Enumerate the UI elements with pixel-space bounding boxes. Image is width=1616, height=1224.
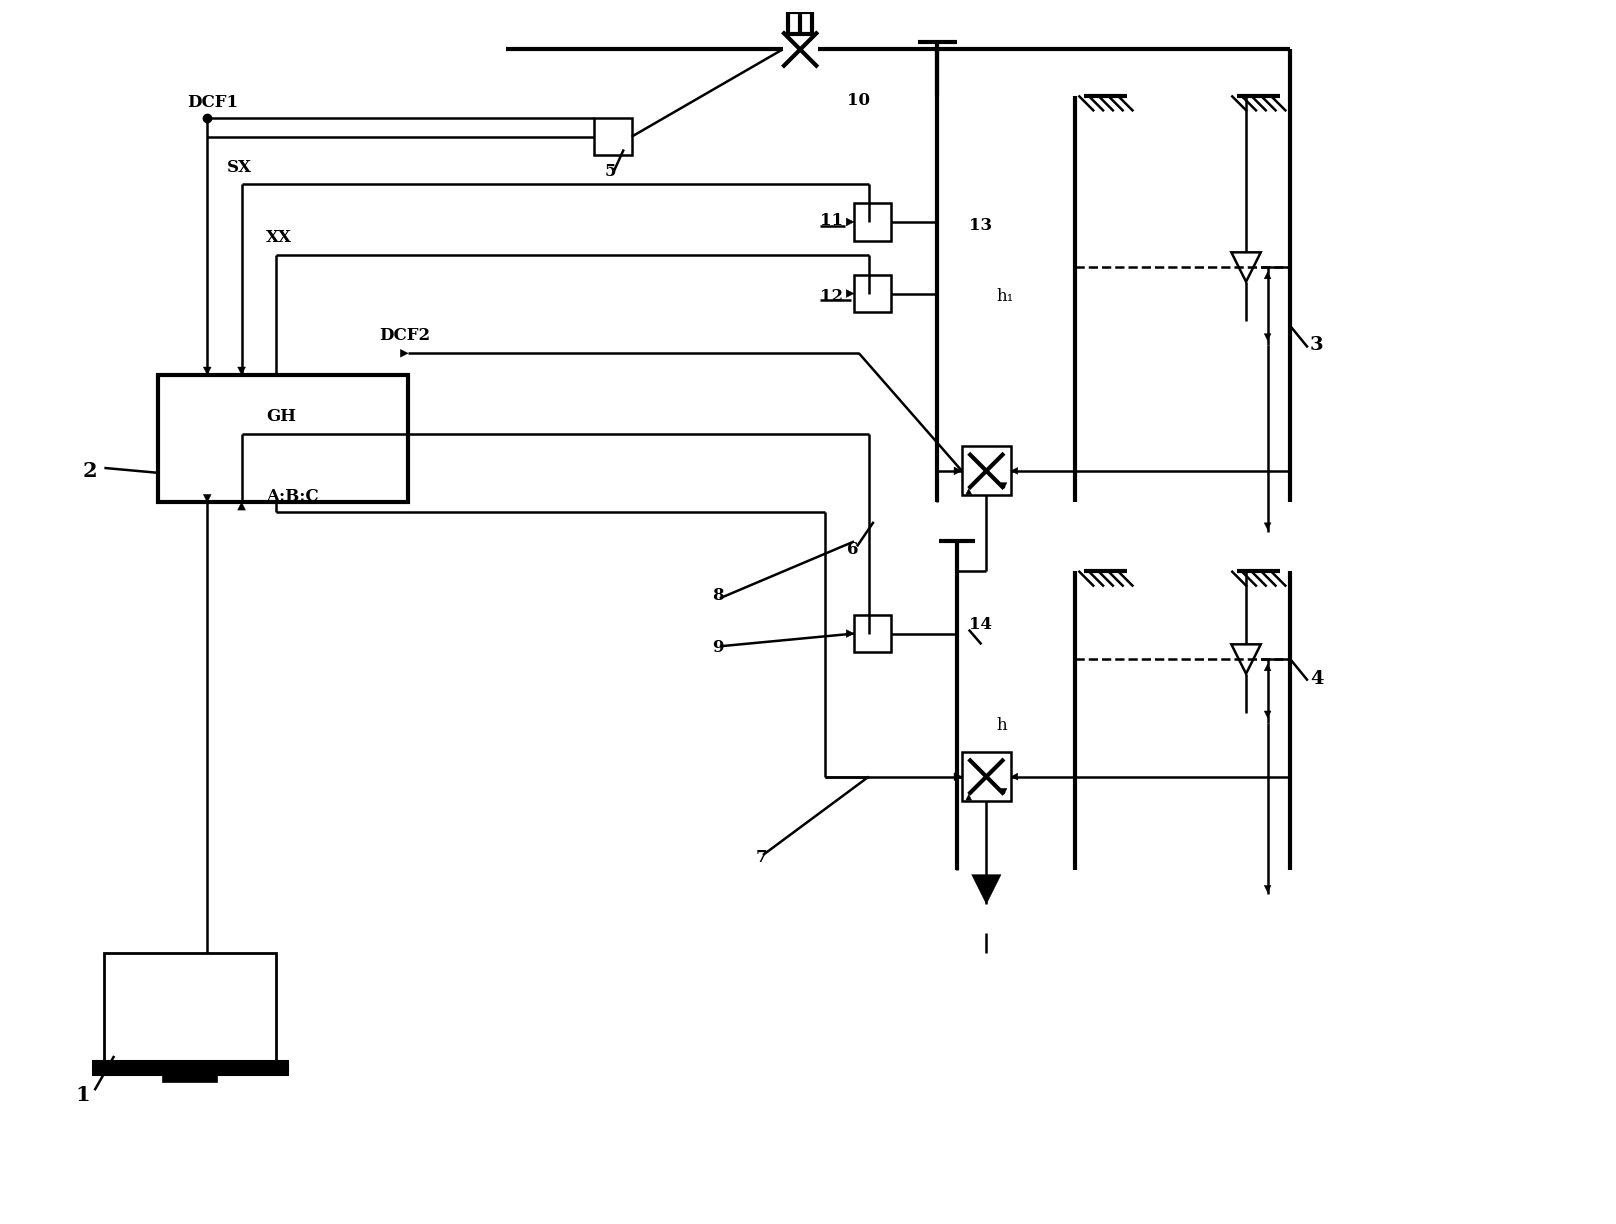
Polygon shape: [1000, 482, 1007, 488]
Polygon shape: [1231, 252, 1260, 282]
Text: 6: 6: [847, 541, 858, 558]
Polygon shape: [238, 502, 246, 510]
Polygon shape: [204, 494, 212, 502]
Text: 1: 1: [74, 1086, 89, 1105]
Text: 3: 3: [1309, 337, 1324, 355]
Bar: [595, 118, 632, 155]
Polygon shape: [1012, 468, 1018, 475]
Text: 10: 10: [847, 92, 869, 109]
Bar: [962, 752, 1012, 802]
Text: XX: XX: [267, 229, 292, 246]
Polygon shape: [966, 794, 971, 800]
Bar: [789, 12, 811, 34]
Polygon shape: [1264, 711, 1272, 717]
Polygon shape: [1264, 334, 1272, 340]
Polygon shape: [1231, 644, 1260, 673]
Polygon shape: [971, 875, 1000, 905]
Bar: [855, 275, 892, 312]
Bar: [962, 447, 1012, 496]
Text: 11: 11: [819, 213, 844, 229]
Polygon shape: [204, 367, 212, 375]
Text: DCF1: DCF1: [187, 94, 239, 111]
Text: 5: 5: [604, 163, 616, 180]
Polygon shape: [847, 218, 855, 226]
Polygon shape: [1000, 788, 1007, 794]
Text: 4: 4: [1309, 670, 1324, 688]
Polygon shape: [966, 488, 971, 494]
Text: 2: 2: [82, 461, 97, 481]
Bar: [855, 614, 892, 652]
Text: 7: 7: [756, 848, 768, 865]
Polygon shape: [847, 629, 855, 638]
Bar: [105, 953, 276, 1061]
Bar: [855, 203, 892, 241]
Polygon shape: [847, 290, 855, 297]
Text: h: h: [995, 717, 1007, 734]
Polygon shape: [953, 772, 962, 781]
Polygon shape: [1264, 885, 1272, 892]
Text: 12: 12: [819, 288, 844, 305]
Polygon shape: [1264, 272, 1272, 279]
Text: SX: SX: [226, 159, 252, 175]
Bar: [92, 1061, 288, 1075]
Polygon shape: [238, 367, 246, 375]
Bar: [158, 375, 409, 502]
Text: 9: 9: [713, 639, 724, 656]
Text: 8: 8: [713, 586, 724, 603]
Polygon shape: [401, 349, 409, 357]
Text: A;B;C: A;B;C: [267, 487, 318, 504]
Polygon shape: [953, 468, 962, 475]
Text: DCF2: DCF2: [378, 327, 430, 344]
Text: 13: 13: [968, 218, 992, 234]
Text: GH: GH: [267, 409, 296, 426]
Text: h₁: h₁: [995, 288, 1013, 305]
Text: 14: 14: [968, 616, 992, 633]
Polygon shape: [1012, 774, 1018, 780]
Polygon shape: [1264, 523, 1272, 530]
Bar: [163, 1075, 217, 1082]
Polygon shape: [1264, 663, 1272, 671]
